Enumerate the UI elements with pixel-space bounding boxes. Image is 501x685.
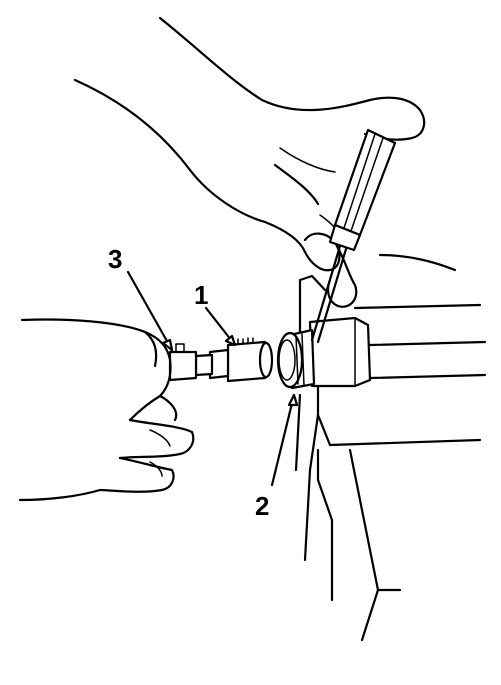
callout-label-1: 1	[194, 280, 208, 310]
leader-1-arrowhead	[224, 334, 237, 347]
leader-2	[270, 393, 296, 487]
leader-3-arrowhead	[161, 338, 174, 352]
callout-label-3: 3	[108, 244, 122, 274]
lock-housing	[276, 316, 372, 390]
leader-3	[126, 270, 174, 352]
key	[168, 343, 198, 382]
leader-2-arrowhead	[287, 393, 299, 407]
door-panel	[294, 253, 487, 642]
callout-label-2: 2	[255, 491, 269, 521]
lock-cylinder	[194, 337, 274, 383]
right-hand	[73, 16, 426, 308]
screwdriver	[310, 128, 397, 344]
left-hand	[18, 318, 195, 502]
callout-leaders	[126, 270, 299, 487]
